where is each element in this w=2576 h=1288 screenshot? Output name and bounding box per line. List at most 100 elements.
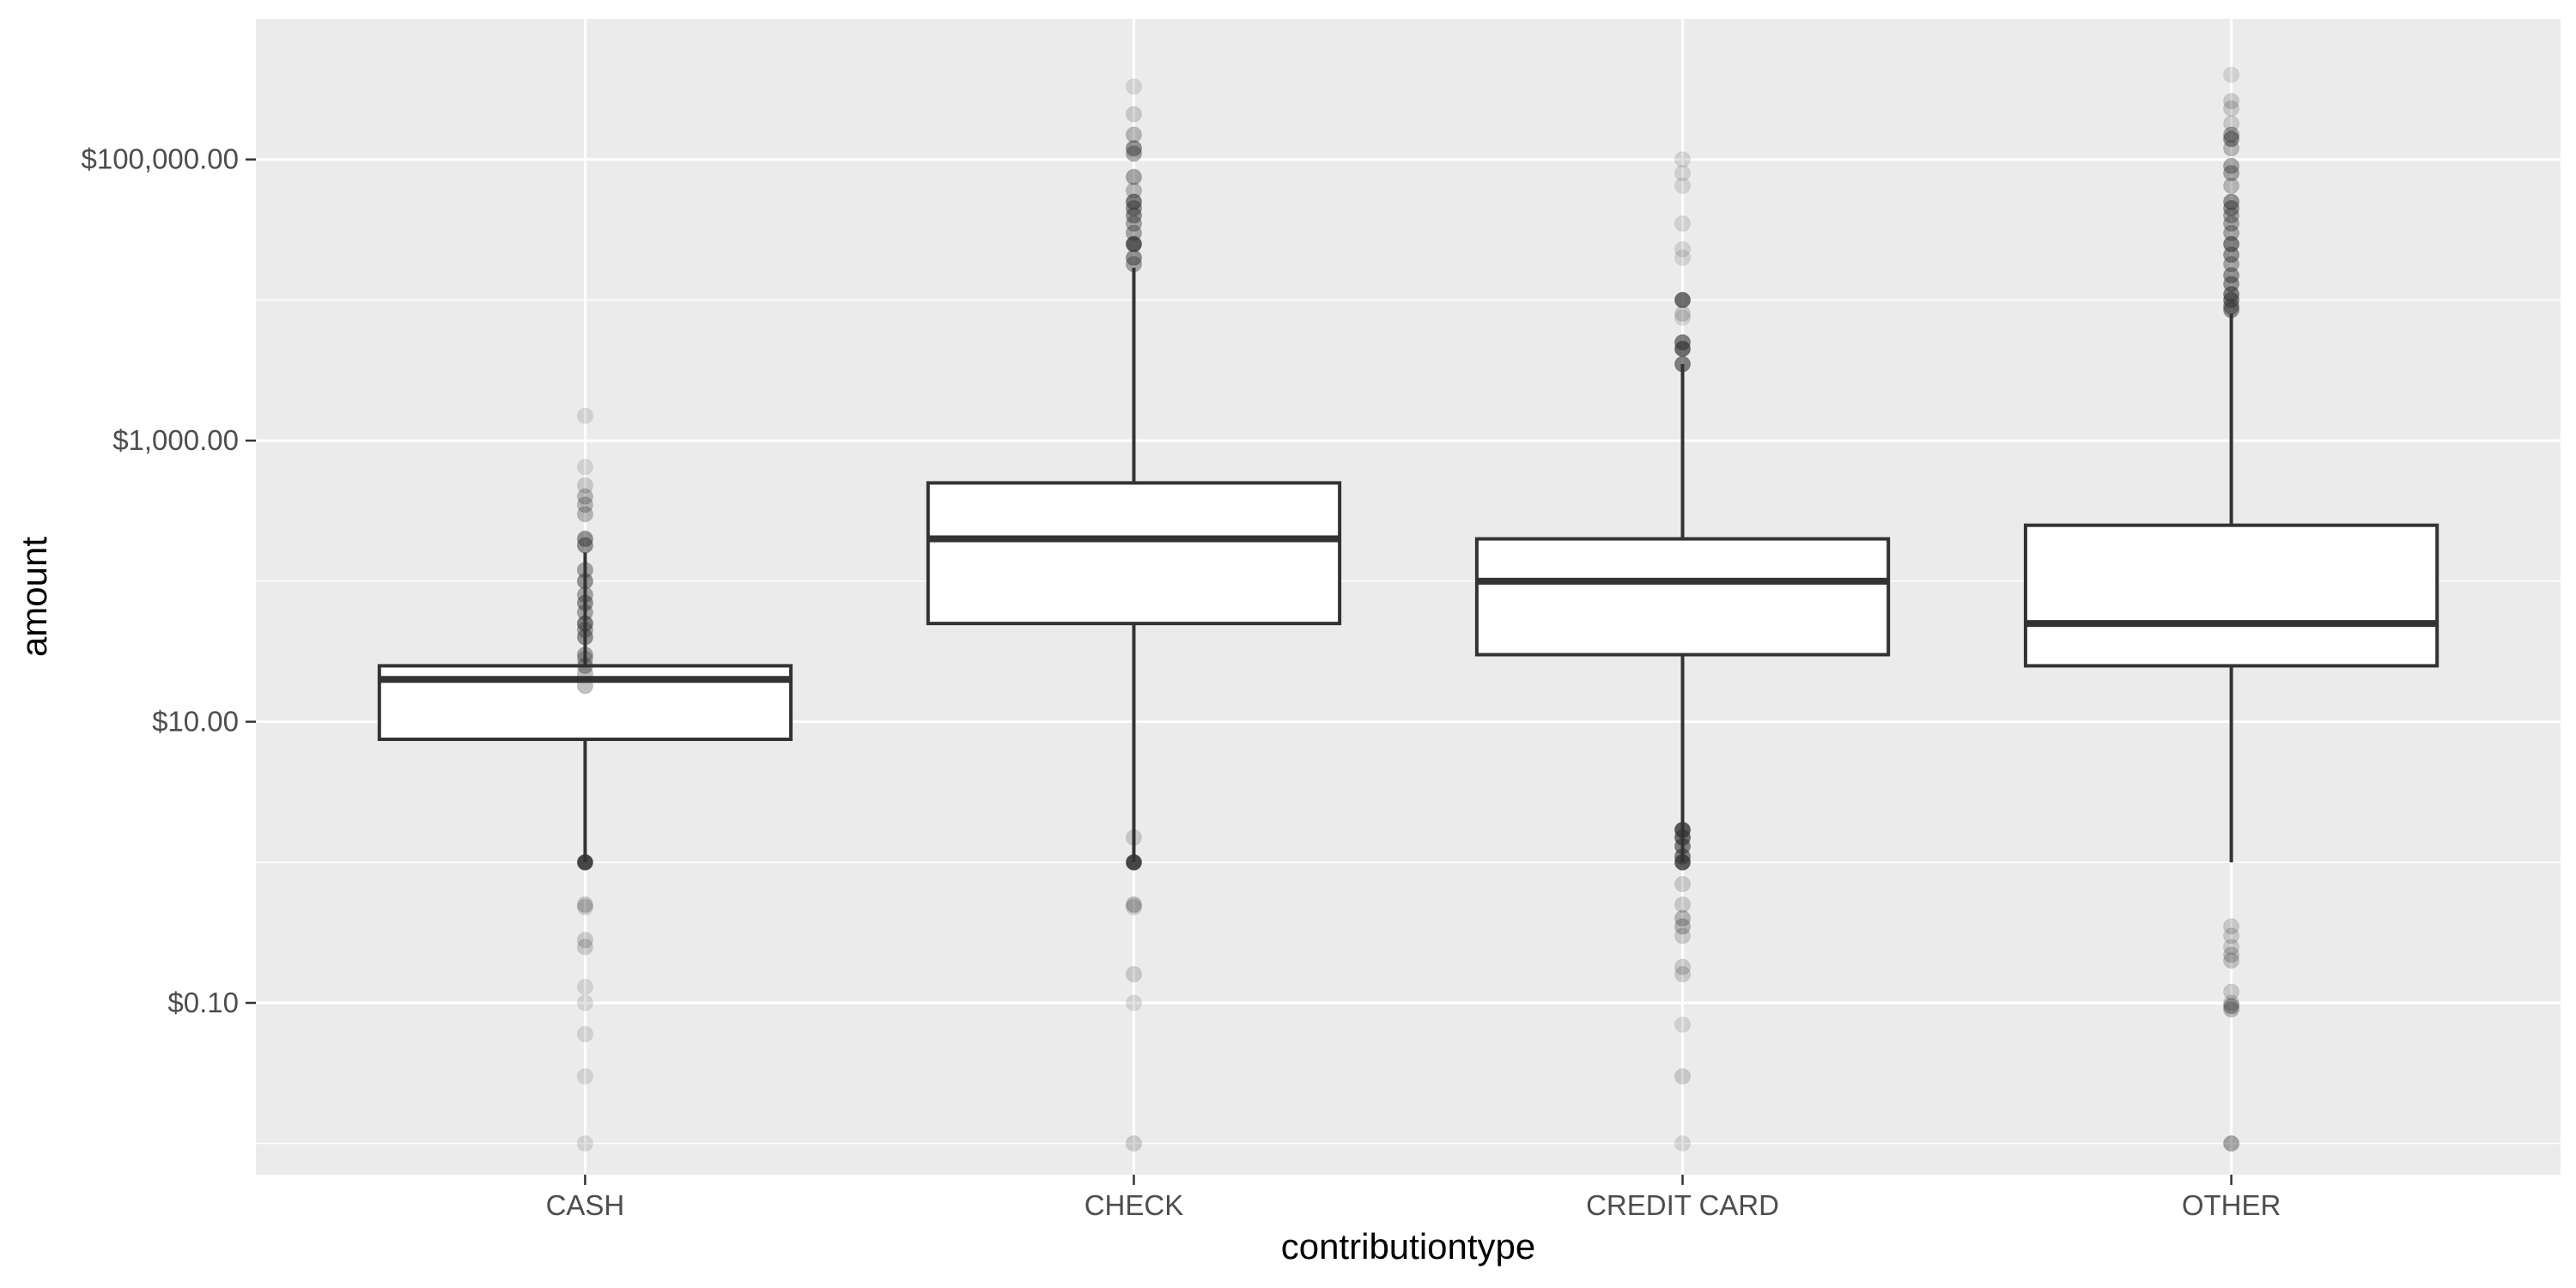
outlier-point xyxy=(576,896,593,914)
outlier-point xyxy=(576,898,593,915)
outlier-point xyxy=(1674,958,1692,975)
outlier-point xyxy=(576,573,593,590)
outlier-point xyxy=(576,994,593,1012)
outlier-point xyxy=(1125,994,1142,1012)
outlier-point xyxy=(2223,165,2240,182)
outlier-point xyxy=(1674,966,1692,983)
outlier-point xyxy=(1125,256,1142,273)
outlier-point xyxy=(2223,100,2240,117)
box-iqr xyxy=(926,481,1342,626)
outlier-point xyxy=(1125,896,1142,914)
outlier-point xyxy=(2223,199,2240,216)
y-tick-label: $100,000.00 xyxy=(81,143,239,175)
outlier-point xyxy=(2223,215,2240,232)
outlier-point xyxy=(1125,829,1142,846)
outlier-point xyxy=(2223,157,2240,174)
outlier-point xyxy=(2223,939,2240,956)
y-tick-label: $0.10 xyxy=(167,987,239,1018)
outlier-point xyxy=(2223,93,2240,110)
outlier-point xyxy=(2223,131,2240,148)
outlier-point xyxy=(1125,1135,1142,1152)
x-axis: CASH CHECK CREDIT CARD OTHER xyxy=(546,1175,2281,1221)
box-iqr xyxy=(2023,523,2439,668)
outlier-point xyxy=(1125,78,1142,95)
outlier-point xyxy=(1125,235,1142,252)
outlier-point xyxy=(1674,918,1692,935)
outlier-point xyxy=(576,496,593,513)
outlier-point xyxy=(576,939,593,956)
outlier-point xyxy=(576,932,593,949)
box-iqr xyxy=(1474,537,1891,657)
outlier-point xyxy=(2223,1000,2240,1018)
outlier-point xyxy=(2223,1135,2240,1152)
outlier-point xyxy=(1674,177,1692,194)
outlier-point xyxy=(1674,340,1692,357)
outlier-point xyxy=(1125,168,1142,185)
outlier-point xyxy=(1674,165,1692,182)
y-tick-label: $10.00 xyxy=(152,706,239,738)
outlier-point xyxy=(1674,291,1692,308)
outlier-point xyxy=(1674,215,1692,232)
outlier-point xyxy=(576,407,593,424)
x-tick-label: OTHER xyxy=(2182,1189,2281,1221)
outlier-point xyxy=(2223,140,2240,157)
outlier-point xyxy=(1674,1135,1692,1152)
outlier-point xyxy=(576,477,593,494)
outlier-point xyxy=(2223,927,2240,945)
outlier-point xyxy=(2223,983,2240,1000)
y-tick-label: $1,000.00 xyxy=(112,424,239,456)
outlier-point xyxy=(2223,946,2240,963)
y-axis-title: amount xyxy=(14,537,54,657)
outlier-point xyxy=(2223,66,2240,83)
outlier-point xyxy=(2223,207,2240,224)
outlier-point xyxy=(1674,896,1692,914)
outlier-point xyxy=(1674,249,1692,266)
outlier-point xyxy=(2223,301,2240,319)
outlier-point xyxy=(1674,876,1692,893)
outlier-point xyxy=(1125,215,1142,232)
outlier-point xyxy=(1674,909,1692,927)
outlier-point xyxy=(1125,145,1142,162)
x-tick-label: CHECK xyxy=(1084,1189,1184,1221)
outlier-point xyxy=(576,1025,593,1042)
x-tick-label: CASH xyxy=(546,1189,625,1221)
outlier-point xyxy=(576,665,593,682)
outlier-point xyxy=(2223,998,2240,1015)
outlier-point xyxy=(576,677,593,695)
outlier-point xyxy=(1674,151,1692,168)
outlier-point xyxy=(2223,246,2240,264)
outlier-point xyxy=(1674,854,1692,871)
outlier-point xyxy=(1125,854,1142,871)
box-group xyxy=(377,267,2439,863)
outlier-point xyxy=(1125,966,1142,983)
outlier-point xyxy=(1674,305,1692,322)
outlier-point xyxy=(1674,1016,1692,1033)
outlier-group xyxy=(576,66,2240,1152)
outlier-point xyxy=(576,629,593,646)
outlier-point xyxy=(1674,927,1692,945)
y-axis: $0.10 $10.00 $1,000.00 $100,000.00 xyxy=(81,143,256,1018)
outlier-point xyxy=(1125,898,1142,915)
outlier-point xyxy=(2223,994,2240,1012)
outlier-point xyxy=(576,1135,593,1152)
outlier-point xyxy=(576,657,593,674)
outlier-point xyxy=(1125,249,1142,266)
x-axis-title: contributiontype xyxy=(1281,1226,1536,1267)
outlier-point xyxy=(576,978,593,995)
outlier-point xyxy=(576,594,593,611)
outlier-point xyxy=(1674,355,1692,373)
outlier-point xyxy=(576,854,593,871)
outlier-point xyxy=(576,650,593,667)
outlier-point xyxy=(576,459,593,476)
x-tick-label: CREDIT CARD xyxy=(1586,1189,1779,1221)
outlier-point xyxy=(576,646,593,663)
outlier-point xyxy=(2223,918,2240,935)
outlier-point xyxy=(1125,140,1142,157)
outlier-point xyxy=(2223,177,2240,194)
outlier-point xyxy=(1125,126,1142,143)
outlier-point xyxy=(576,1068,593,1085)
outlier-point xyxy=(1125,106,1142,123)
outlier-point xyxy=(576,537,593,554)
outlier-point xyxy=(576,488,593,505)
